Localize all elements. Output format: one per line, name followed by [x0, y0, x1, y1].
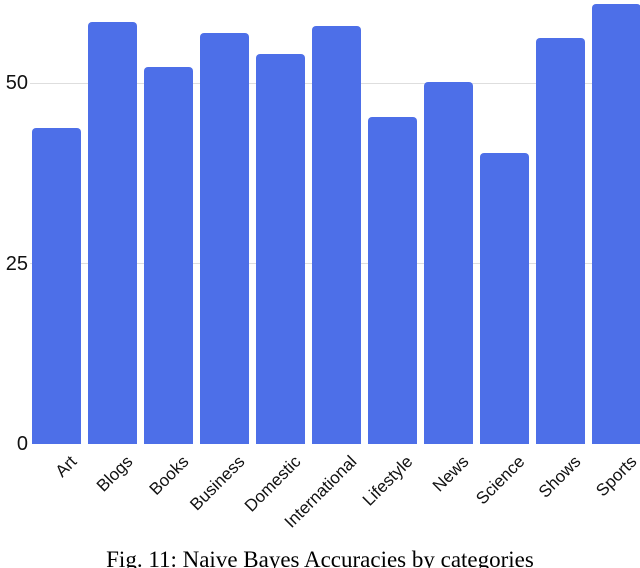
- x-axis-label-blogs: Blogs: [92, 452, 136, 496]
- x-axis-label-news: News: [428, 452, 472, 496]
- bar-blogs: [88, 22, 137, 444]
- bar-business: [200, 33, 249, 444]
- bar-news: [424, 82, 473, 444]
- y-axis-tick-50: 50: [5, 72, 28, 95]
- x-axis-label-lifestyle: Lifestyle: [358, 452, 416, 510]
- x-axis-label-art: Art: [51, 452, 80, 481]
- x-axis-label-business: Business: [185, 452, 248, 515]
- bar-science: [480, 153, 529, 444]
- bar-shows: [536, 38, 585, 444]
- x-axis-label-sports: Sports: [591, 452, 640, 501]
- bar-international: [312, 26, 361, 444]
- y-axis-tick-25: 25: [5, 252, 28, 275]
- y-axis-tick-0: 0: [16, 433, 28, 455]
- figure-caption: Fig. 11: Naive Bayes Accuracies by categ…: [106, 547, 534, 568]
- bar-domestic: [256, 54, 305, 444]
- x-axis-label-shows: Shows: [534, 452, 584, 502]
- x-axis-label-science: Science: [471, 452, 528, 509]
- bar-books: [144, 67, 193, 444]
- bar-lifestyle: [368, 117, 417, 444]
- x-axis-label-books: Books: [145, 452, 192, 499]
- bar-sports: [592, 4, 640, 444]
- bar-art: [32, 128, 81, 444]
